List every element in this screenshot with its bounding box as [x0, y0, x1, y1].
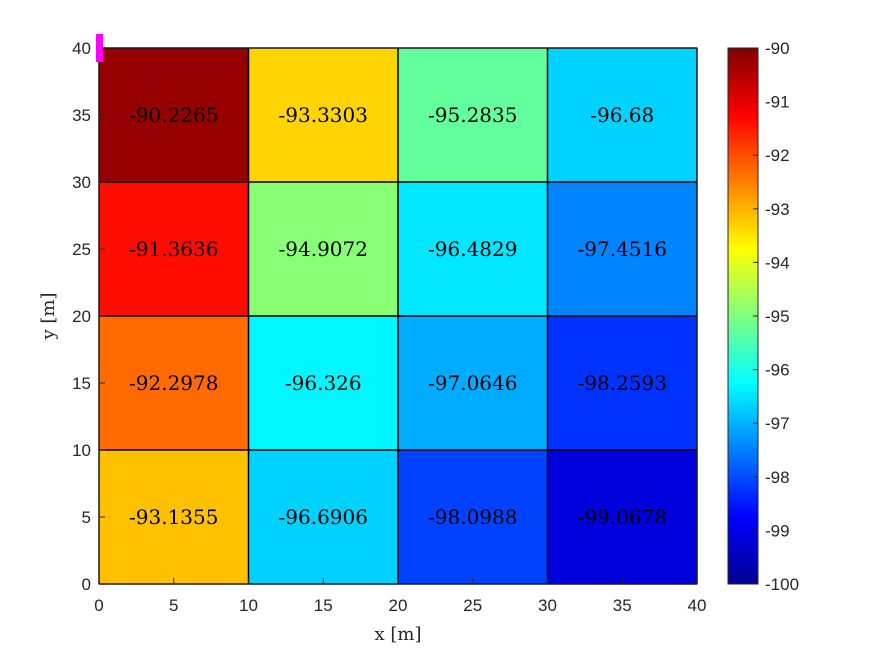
- colorbar-tick-label: -97: [765, 414, 790, 433]
- axes: 0 5 10 15 20 25 30 35 40 0 5 10 15 20 25 30 35 40: [72, 34, 706, 615]
- x-tick-label: 40: [688, 596, 707, 615]
- y-tick-label: 40: [72, 39, 91, 58]
- cell-value-label: -98.0988: [428, 505, 517, 529]
- y-tick-label: 10: [72, 441, 91, 460]
- heatmap-cell-r0-c2: [398, 48, 548, 182]
- heatmap-cell-r2-c3: [547, 316, 697, 450]
- cell-value-label: -96.6906: [279, 505, 368, 529]
- cell-value-label: -99.0678: [578, 505, 667, 529]
- x-tick-label: 30: [538, 596, 557, 615]
- x-tick-label: 25: [463, 596, 482, 615]
- heatmap-cell-r1-c0: [99, 182, 249, 316]
- heatmap-cell-r3-c2: [398, 450, 548, 584]
- cell-value-label: -93.3303: [279, 103, 368, 127]
- heatmap-cell-r2-c2: [398, 316, 548, 450]
- heatmap-cell-r0-c1: [248, 48, 398, 182]
- heatmap-cells: [99, 48, 697, 584]
- colorbar-tick-label: -100: [765, 575, 799, 594]
- cell-labels: -90.2265 -93.3303 -95.2835 -96.68 -91.3636 -9…: [129, 103, 667, 529]
- y-tick-label: 15: [72, 374, 91, 393]
- colorbar-tick-label: -96: [765, 361, 790, 380]
- cell-value-label: -97.0646: [428, 371, 517, 395]
- y-tick-label: 30: [72, 173, 91, 192]
- magenta-marker: [96, 34, 103, 62]
- x-tick-label: 35: [613, 596, 632, 615]
- x-tick-label: 20: [389, 596, 408, 615]
- heatmap-cell-r1-c1: [248, 182, 398, 316]
- y-tick-label: 20: [72, 307, 91, 326]
- cell-value-label: -94.9072: [279, 237, 368, 261]
- colorbar: -90 -91 -92 -93 -94 -95 -96 -97 -98 -99 -100: [727, 39, 799, 594]
- colorbar-tick-label: -94: [765, 253, 790, 272]
- heatmap-cell-r0-c0: [99, 48, 249, 182]
- x-tick-label: 10: [239, 596, 258, 615]
- heatmap-cell-r2-c1: [248, 316, 398, 450]
- cell-value-label: -96.326: [285, 371, 362, 395]
- cell-value-label: -91.3636: [129, 237, 218, 261]
- colorbar-tick-label: -90: [765, 39, 790, 58]
- heatmap-cell-r1-c2: [398, 182, 548, 316]
- y-tick-label: 5: [82, 508, 91, 527]
- colorbar-tick-label: -98: [765, 468, 790, 487]
- cell-value-label: -90.2265: [129, 103, 218, 127]
- y-axis-label: y [m]: [38, 292, 59, 340]
- heatmap-cell-r2-c0: [99, 316, 249, 450]
- y-tick-label: 25: [72, 240, 91, 259]
- heatmap-cell-r0-c3: [547, 48, 697, 182]
- heatmap-cell-r3-c0: [99, 450, 249, 584]
- x-tick-label: 5: [169, 596, 178, 615]
- cell-value-label: -98.2593: [578, 371, 667, 395]
- cell-value-label: -95.2835: [428, 103, 517, 127]
- x-tick-label: 15: [314, 596, 333, 615]
- y-tick-label: 0: [82, 575, 91, 594]
- colorbar-tick-label: -91: [765, 93, 790, 112]
- cell-value-label: -96.4829: [428, 237, 517, 261]
- colorbar-tick-label: -93: [765, 200, 790, 219]
- colorbar-tick-label: -99: [765, 521, 790, 540]
- heatmap-cell-r3-c3: [547, 450, 697, 584]
- x-tick-label: 0: [94, 596, 103, 615]
- cell-value-label: -97.4516: [578, 237, 667, 261]
- colorbar-tick-label: -95: [765, 307, 790, 326]
- y-tick-label: 35: [72, 106, 91, 125]
- heatmap-cell-r1-c3: [547, 182, 697, 316]
- colorbar-tick-label: -92: [765, 146, 790, 165]
- cell-value-label: -96.68: [590, 103, 654, 127]
- x-axis-label: x [m]: [375, 624, 422, 645]
- heatmap-cell-r3-c1: [248, 450, 398, 584]
- cell-value-label: -92.2978: [129, 371, 218, 395]
- cell-value-label: -93.1355: [129, 505, 218, 529]
